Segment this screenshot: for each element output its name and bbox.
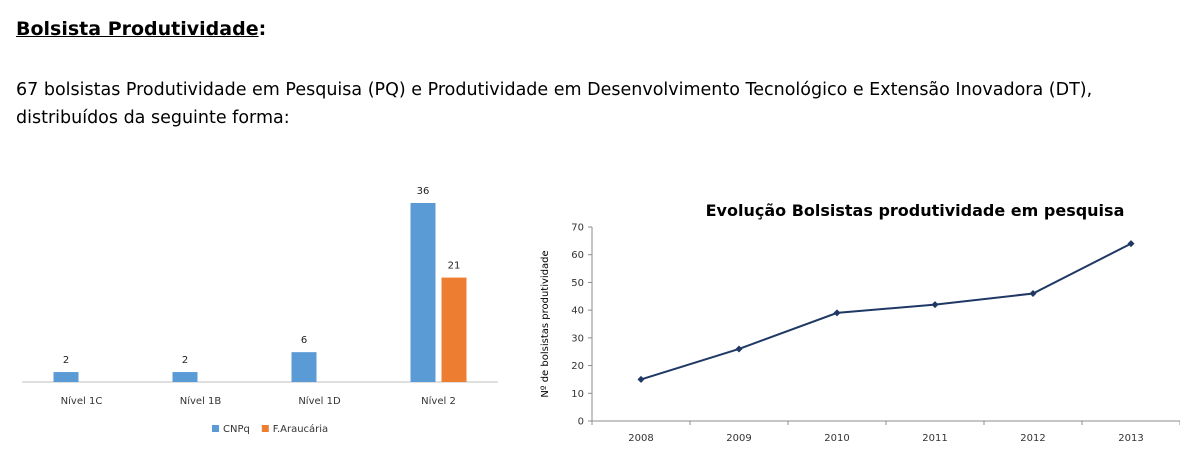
line-series xyxy=(640,242,1132,381)
line-chart-title: Evolução Bolsistas produtividade em pesq… xyxy=(706,201,1125,220)
bar-data-label: 2 xyxy=(63,355,69,366)
x-tick-label: 2013 xyxy=(1118,433,1143,444)
line-point-2008 xyxy=(637,375,645,383)
legend-label: F.Araucária xyxy=(273,423,328,435)
bar-cnpq-2 xyxy=(172,372,198,382)
x-tick-label: 2010 xyxy=(824,433,849,444)
y-tick-label: 0 xyxy=(578,417,584,428)
bar-chart: 2 Nível 1C 2 Nível 1B 6 Nível 1D 36 21 Nível 2 CN… xyxy=(22,186,498,435)
bar-category-label: Nível 1C xyxy=(61,395,103,407)
line-chart: Evolução Bolsistas produtividade em pesq… xyxy=(540,201,1180,444)
bar-category-label: Nível 1D xyxy=(298,395,341,407)
legend-swatch xyxy=(212,425,219,432)
page-heading: Bolsista Produtividade: xyxy=(16,18,266,40)
x-tick-label: 2012 xyxy=(1020,433,1045,444)
bar-f-arauc-ria-4 xyxy=(441,277,467,382)
y-tick-label: 30 xyxy=(571,333,584,344)
intro-paragraph: 67 bolsistas Produtividade em Pesquisa (… xyxy=(16,80,1093,128)
y-tick-label: 10 xyxy=(571,389,584,400)
bar-cnpq-1 xyxy=(53,372,79,382)
page-heading-text: Bolsista Produtividade xyxy=(16,18,259,40)
line-point-2013 xyxy=(1127,240,1135,248)
x-tick-label: 2009 xyxy=(726,433,751,444)
line-point-2009 xyxy=(735,345,743,353)
bar-data-label: 2 xyxy=(182,355,188,366)
x-tick-label: 2008 xyxy=(628,433,653,444)
y-tick-label: 40 xyxy=(571,306,584,317)
y-tick-label: 50 xyxy=(571,278,584,289)
line-y-axis-label: Nº de bolsistas produtividade xyxy=(540,250,551,397)
x-tick-label: 2011 xyxy=(922,433,947,444)
bar-cnpq-3 xyxy=(291,352,317,382)
bar-category-label: Nível 1B xyxy=(180,395,222,407)
y-tick-label: 60 xyxy=(571,250,584,261)
y-tick-label: 70 xyxy=(571,223,584,234)
bar-data-label: 36 xyxy=(417,186,430,197)
bar-data-label: 21 xyxy=(448,261,461,272)
page-heading-colon: : xyxy=(258,18,267,40)
bar-category-label: Nível 2 xyxy=(421,395,456,407)
legend-swatch xyxy=(261,425,269,432)
bar-data-label: 6 xyxy=(301,335,307,346)
line-point-2011 xyxy=(931,301,939,309)
bar-cnpq-4 xyxy=(410,203,436,382)
legend-label: CNPq xyxy=(223,424,250,435)
line-point-2012 xyxy=(1029,290,1037,298)
y-tick-label: 20 xyxy=(571,361,584,372)
line-point-2010 xyxy=(833,309,841,317)
